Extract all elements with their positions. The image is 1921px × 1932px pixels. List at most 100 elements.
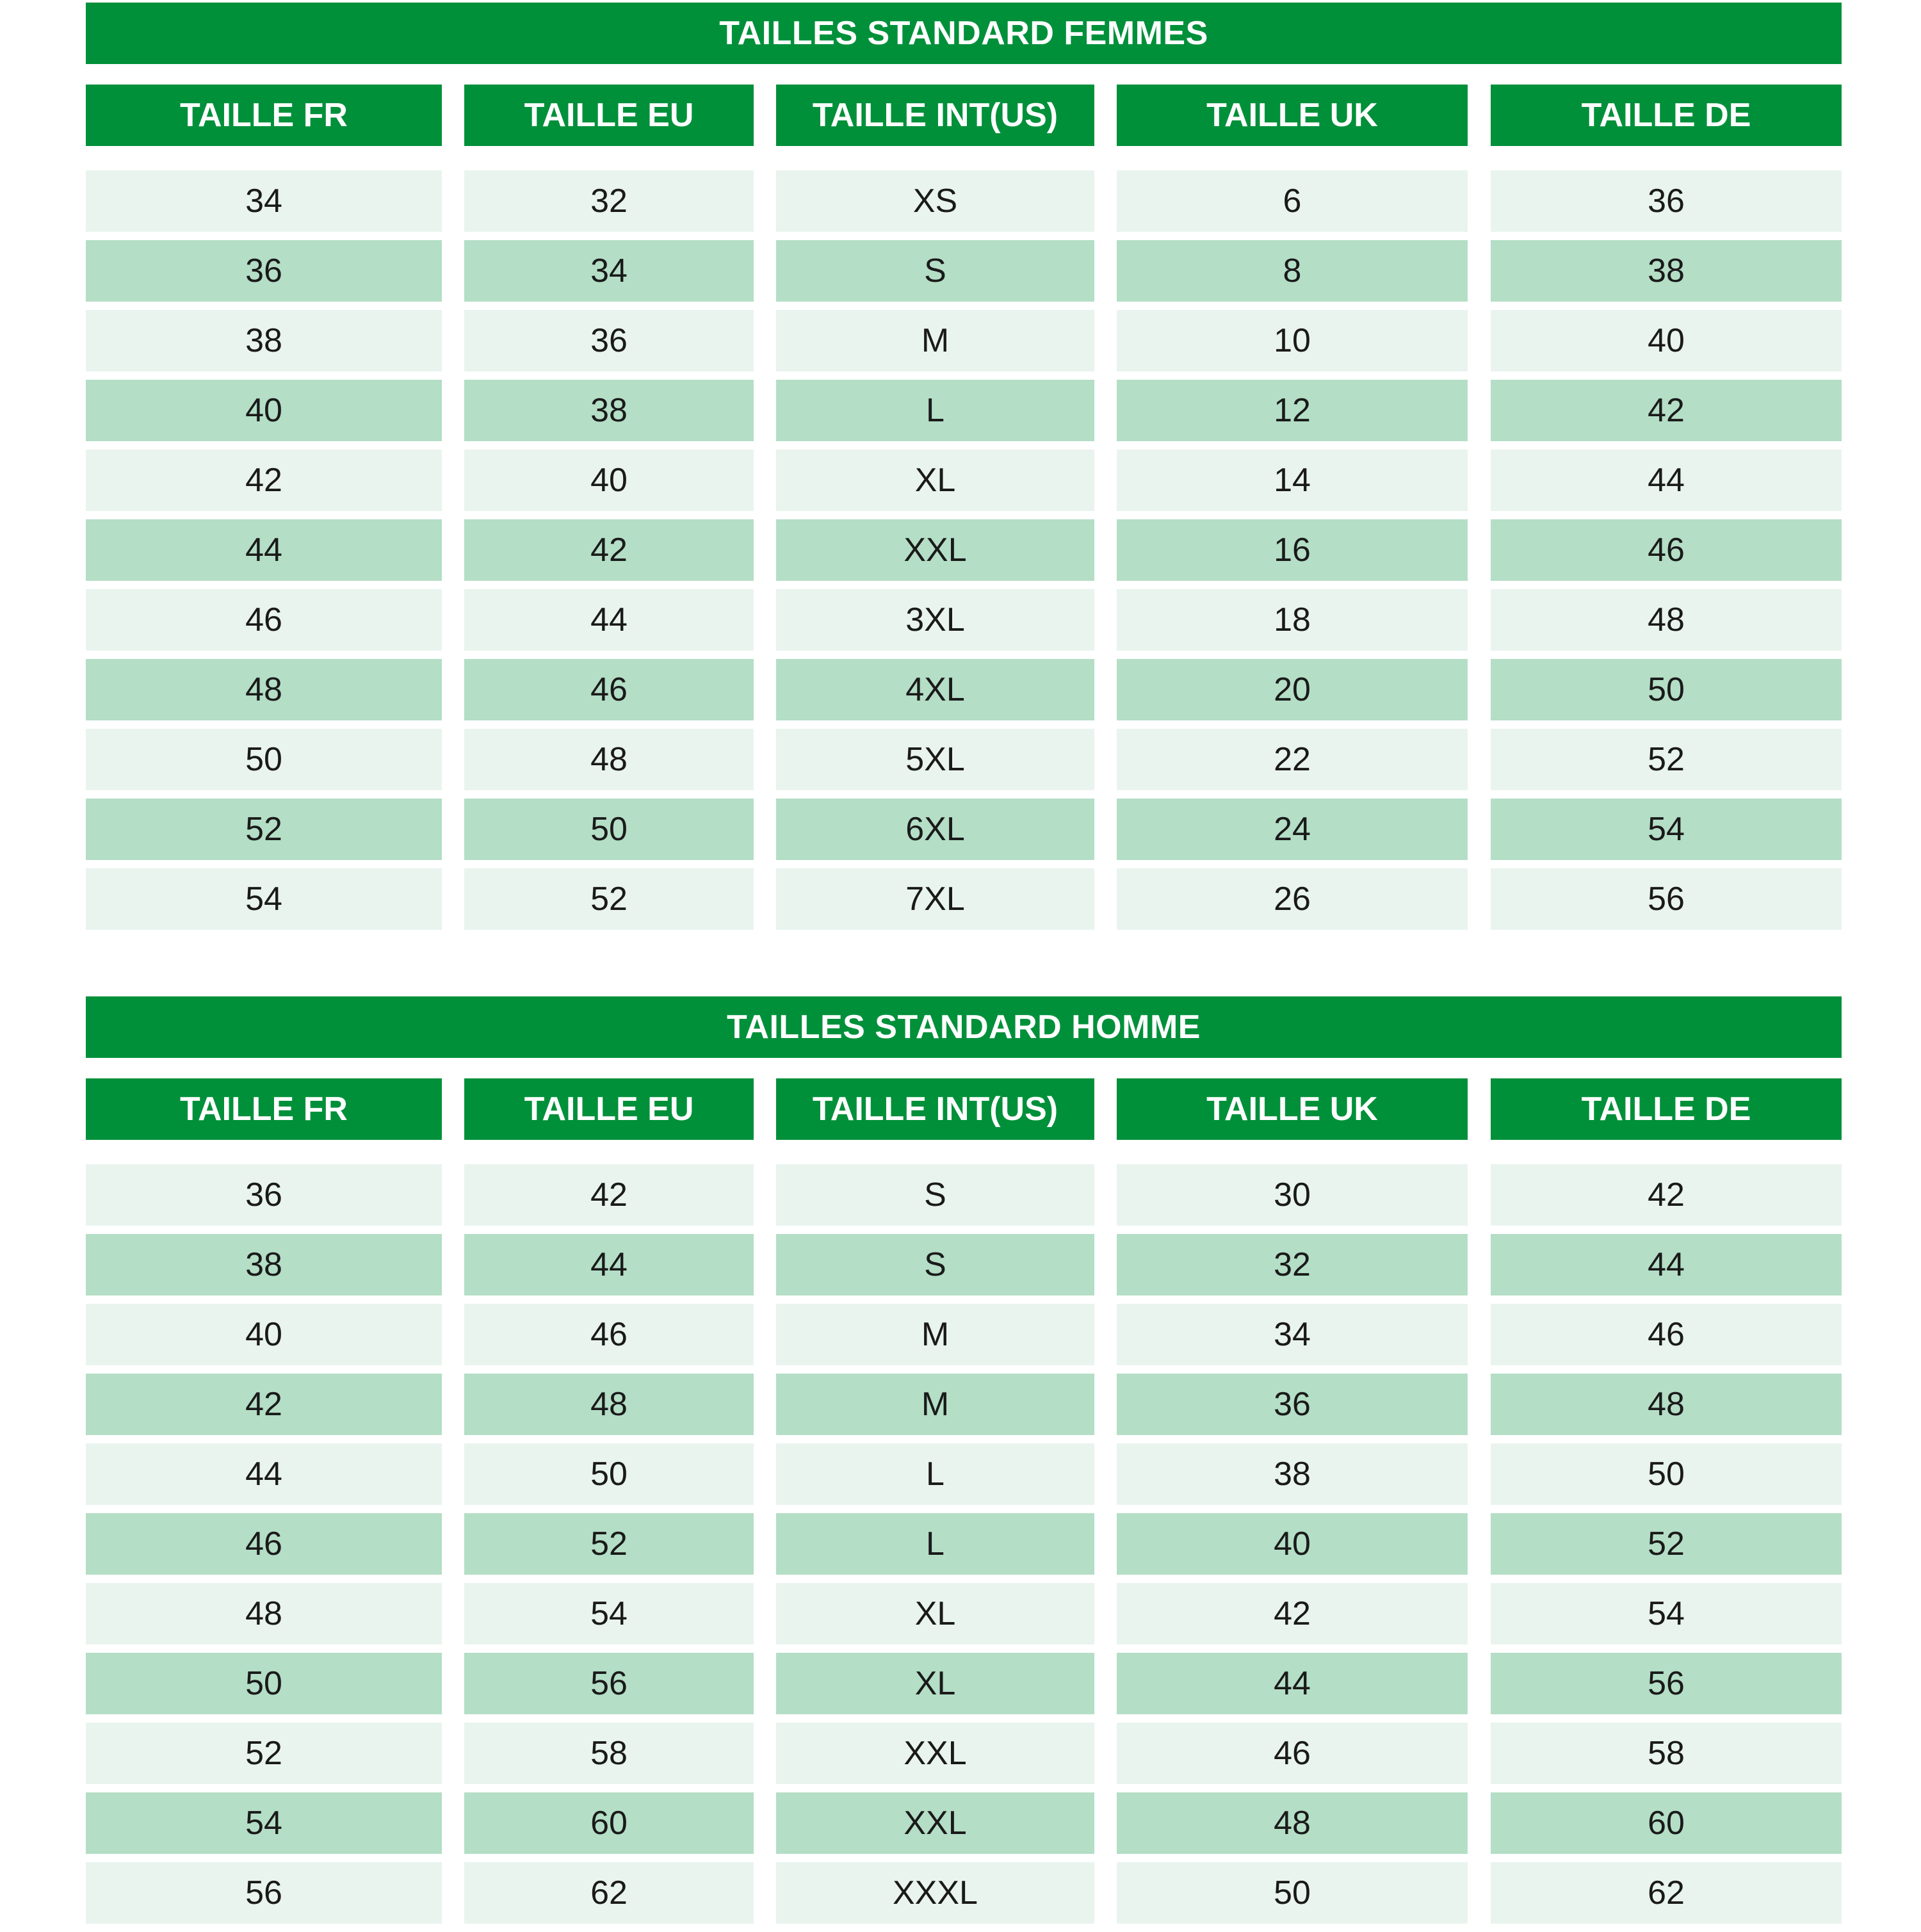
table-cell: 50: [1491, 659, 1842, 720]
table-cell: 8: [1117, 240, 1468, 302]
men-size-table: TAILLES STANDARD HOMME TAILLE FR 36 38 40 4…: [86, 996, 1842, 1924]
table-cell: XXL: [776, 1723, 1094, 1784]
table-cell: S: [776, 240, 1094, 302]
table-cell: L: [776, 1513, 1094, 1575]
table-cell: 52: [86, 799, 442, 860]
table-cell: XXXL: [776, 1862, 1094, 1924]
table-cell: 32: [464, 170, 754, 232]
table-cell: 54: [86, 1792, 442, 1854]
table-cell: 50: [1491, 1443, 1842, 1505]
table-cell: XXL: [776, 519, 1094, 581]
table-cell: 48: [1117, 1792, 1468, 1854]
table-cell: 30: [1117, 1164, 1468, 1226]
women-size-table: TAILLES STANDARD FEMMES TAILLE FR 34 36 38…: [86, 3, 1842, 930]
table-cell: 44: [464, 589, 754, 651]
column-cells: 36 38 40 42 44 46 48 50 52 54 56: [86, 1164, 442, 1924]
column-header: TAILLE EU: [464, 1078, 754, 1140]
column-cells: S S M M L L XL XL XXL XXL XXXL: [776, 1164, 1094, 1924]
table-cell: 46: [86, 1513, 442, 1575]
table-cell: 48: [86, 1583, 442, 1644]
table-cell: 7XL: [776, 868, 1094, 930]
table-cell: 36: [1491, 170, 1842, 232]
table-cell: 3XL: [776, 589, 1094, 651]
table-cell: 4XL: [776, 659, 1094, 720]
column-eu: TAILLE EU 42 44 46 48 50 52 54 56 58 60 62: [464, 1078, 754, 1932]
table-cell: 44: [86, 519, 442, 581]
column-header: TAILLE INT(US): [776, 85, 1094, 146]
column-uk: TAILLE UK 6 8 10 12 14 16 18 20 22 24 26: [1117, 85, 1468, 938]
column-cells: 6 8 10 12 14 16 18 20 22 24 26: [1117, 170, 1468, 930]
table-cell: 22: [1117, 729, 1468, 790]
table-cell: 48: [464, 729, 754, 790]
table-cell: L: [776, 380, 1094, 441]
column-header: TAILLE DE: [1491, 85, 1842, 146]
table-cell: 36: [86, 240, 442, 302]
table-cell: 42: [1491, 380, 1842, 441]
table-cell: S: [776, 1164, 1094, 1226]
table-cell: 24: [1117, 799, 1468, 860]
table-cell: 56: [86, 1862, 442, 1924]
table-cell: 40: [86, 380, 442, 441]
table-cell: 36: [464, 310, 754, 371]
table-cell: 32: [1117, 1234, 1468, 1295]
table-cell: 52: [1491, 729, 1842, 790]
column-eu: TAILLE EU 32 34 36 38 40 42 44 46 48 50 52: [464, 85, 754, 938]
table-cell: 48: [1491, 589, 1842, 651]
table-cell: 40: [464, 450, 754, 511]
table-cell: 42: [464, 519, 754, 581]
table-cell: 34: [86, 170, 442, 232]
column-cells: 30 32 34 36 38 40 42 44 46 48 50: [1117, 1164, 1468, 1924]
table-cell: 46: [1491, 1304, 1842, 1365]
table-cell: 44: [1117, 1653, 1468, 1714]
column-header: TAILLE UK: [1117, 1078, 1468, 1140]
column-cells: 36 38 40 42 44 46 48 50 52 54 56: [1491, 170, 1842, 930]
table-cell: 42: [464, 1164, 754, 1226]
table-cell: 56: [464, 1653, 754, 1714]
table-cell: 40: [86, 1304, 442, 1365]
column-int-us: TAILLE INT(US) S S M M L L XL XL XXL XXL XXXL: [776, 1078, 1094, 1932]
table-cell: 48: [464, 1374, 754, 1435]
table-cell: 44: [1491, 1234, 1842, 1295]
table-cell: 42: [86, 1374, 442, 1435]
table-cell: 40: [1491, 310, 1842, 371]
table-cell: 48: [1491, 1374, 1842, 1435]
table-cell: 54: [1491, 1583, 1842, 1644]
table-cell: 50: [1117, 1862, 1468, 1924]
column-de: TAILLE DE 42 44 46 48 50 52 54 56 58 60 62: [1491, 1078, 1842, 1932]
table-cell: XL: [776, 1653, 1094, 1714]
table-cell: 60: [1491, 1792, 1842, 1854]
table-cell: 12: [1117, 380, 1468, 441]
table-cell: 36: [1117, 1374, 1468, 1435]
table-cell: XL: [776, 450, 1094, 511]
table-cell: 52: [464, 868, 754, 930]
table-cell: 56: [1491, 868, 1842, 930]
table-cell: 16: [1117, 519, 1468, 581]
table-cell: 52: [464, 1513, 754, 1575]
table-cell: 42: [86, 450, 442, 511]
table-cell: 38: [464, 380, 754, 441]
column-header: TAILLE FR: [86, 85, 442, 146]
column-header: TAILLE INT(US): [776, 1078, 1094, 1140]
table-cell: 42: [1491, 1164, 1842, 1226]
table-cell: 38: [1491, 240, 1842, 302]
table-cell: 50: [464, 1443, 754, 1505]
table-cell: 50: [86, 1653, 442, 1714]
column-cells: 34 36 38 40 42 44 46 48 50 52 54: [86, 170, 442, 930]
table-cell: 40: [1117, 1513, 1468, 1575]
table-title: TAILLES STANDARD FEMMES: [86, 3, 1842, 64]
table-cell: 34: [1117, 1304, 1468, 1365]
table-cell: 6XL: [776, 799, 1094, 860]
table-cell: 54: [1491, 799, 1842, 860]
table-cell: 46: [1117, 1723, 1468, 1784]
table-title: TAILLES STANDARD HOMME: [86, 996, 1842, 1058]
column-header: TAILLE FR: [86, 1078, 442, 1140]
table-cell: 56: [1491, 1653, 1842, 1714]
table-cell: M: [776, 1304, 1094, 1365]
table-cell: 20: [1117, 659, 1468, 720]
table-cell: 10: [1117, 310, 1468, 371]
table-cell: 58: [464, 1723, 754, 1784]
table-cell: 36: [86, 1164, 442, 1226]
table-cell: 5XL: [776, 729, 1094, 790]
column-cells: 32 34 36 38 40 42 44 46 48 50 52: [464, 170, 754, 930]
table-cell: M: [776, 310, 1094, 371]
